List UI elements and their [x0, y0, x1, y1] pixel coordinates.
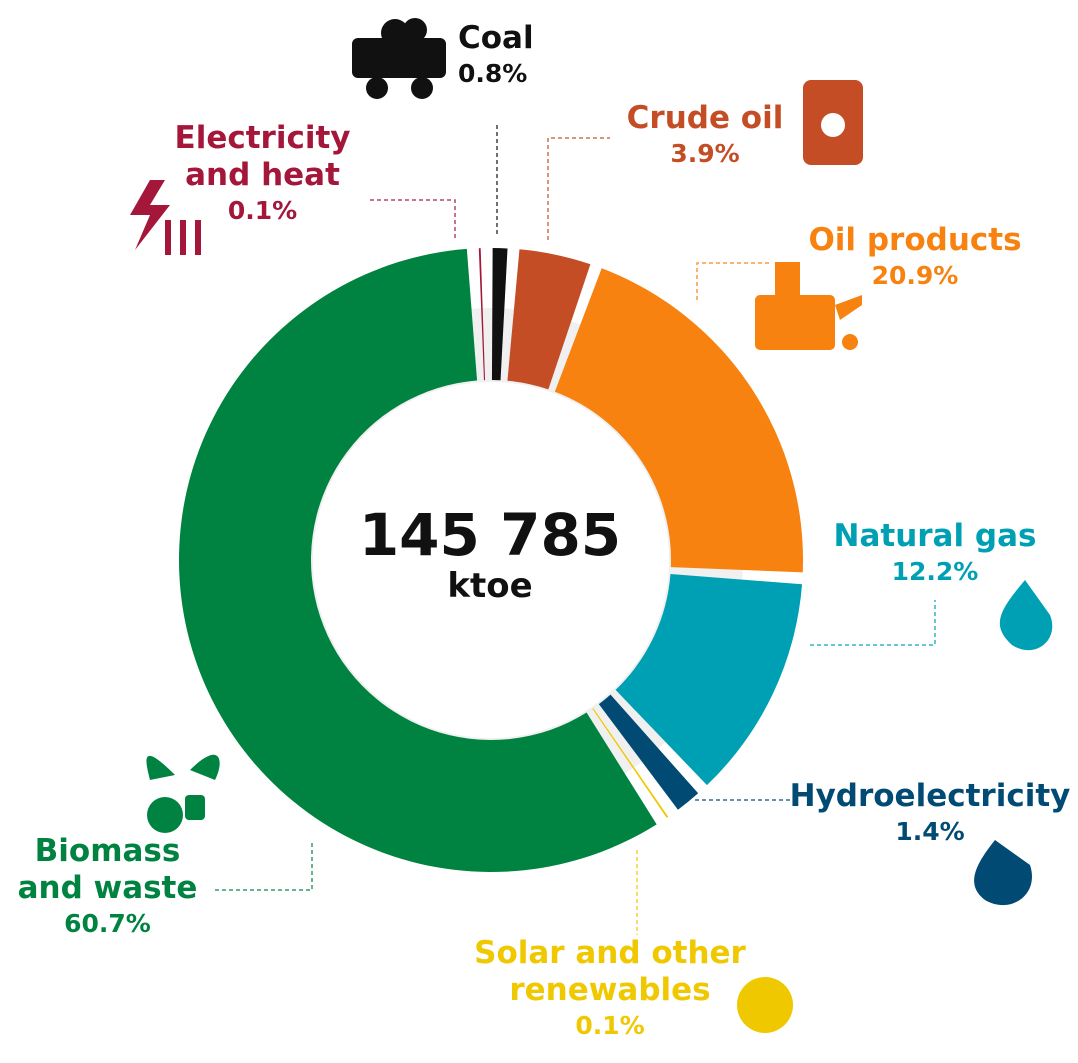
- segment: [507, 249, 591, 390]
- electricity-icon: [130, 180, 201, 255]
- center-total: 145 785: [358, 501, 622, 569]
- category-name: Biomass and waste: [17, 833, 198, 907]
- segment: [598, 694, 699, 810]
- value-label: 0.1%: [575, 1011, 645, 1041]
- segment: [554, 268, 803, 573]
- value-label: 12.2%: [891, 557, 979, 587]
- leader-line: [215, 840, 313, 891]
- segments: [179, 248, 803, 872]
- center-disc: [313, 382, 669, 738]
- segment: [615, 574, 803, 786]
- segment: [478, 248, 486, 381]
- value-label: 3.9%: [670, 139, 740, 169]
- coal-icon: [352, 18, 446, 99]
- segment: [179, 248, 657, 872]
- label: Hydroelectricity 1.4%: [785, 778, 1075, 847]
- label: Crude oil 3.9%: [600, 100, 810, 169]
- label: Biomass and waste 60.7%: [5, 833, 210, 939]
- label: Solar and other renewables 0.1%: [460, 935, 760, 1041]
- value-label: 1.4%: [895, 817, 965, 847]
- center-unit: ktoe: [447, 565, 533, 606]
- category-name: Hydroelectricity: [789, 778, 1071, 814]
- biomass-icon: [146, 754, 220, 833]
- label: Electricity and heat 0.1%: [160, 120, 365, 226]
- value-label: 0.1%: [227, 196, 298, 226]
- value-label: 60.7%: [64, 909, 151, 939]
- category-name: Coal: [458, 20, 534, 56]
- category-name: Natural gas: [833, 518, 1037, 554]
- center-label: 145 785 ktoe: [340, 505, 640, 606]
- category-name: Electricity and heat: [174, 120, 351, 194]
- category-name: Oil products: [808, 222, 1022, 258]
- value-label: 0.8%: [458, 59, 528, 89]
- oilcan-icon: [755, 262, 862, 350]
- segment: [592, 708, 669, 818]
- segment: [491, 248, 508, 381]
- gas-icon: [999, 580, 1053, 651]
- hydro-icon: [974, 840, 1032, 906]
- leader-line: [810, 600, 936, 646]
- value-label: 20.9%: [871, 261, 959, 291]
- label: Oil products 20.9%: [790, 222, 1040, 291]
- barrel-icon: [803, 80, 863, 165]
- leader-line: [370, 199, 456, 240]
- label: Natural gas 12.2%: [815, 518, 1055, 587]
- category-name: Solar and other renewables: [474, 935, 746, 1009]
- leader-line: [696, 262, 770, 300]
- label: Coal 0.8%: [458, 20, 548, 89]
- category-name: Crude oil: [626, 100, 784, 136]
- sun-icon: [737, 977, 793, 1033]
- leader-line: [547, 137, 610, 240]
- leaders: [215, 125, 936, 935]
